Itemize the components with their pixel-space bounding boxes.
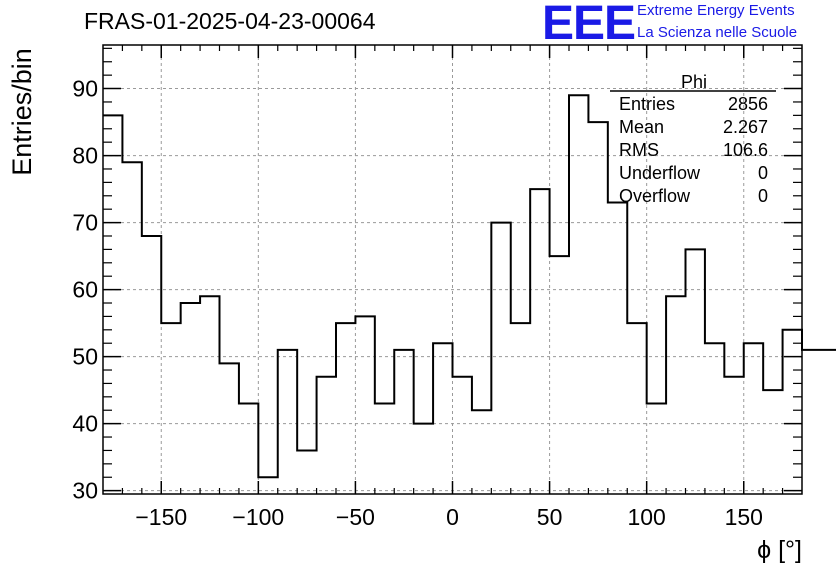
y-tick-label: 60	[72, 277, 98, 303]
histogram-bin	[200, 296, 219, 494]
histogram-bin	[550, 256, 569, 494]
histogram-bin	[511, 323, 530, 494]
y-tick-label: 40	[72, 411, 98, 437]
stats-value-mean: 2.267	[723, 117, 768, 137]
histogram-bin	[414, 424, 433, 494]
stats-title: Phi	[681, 72, 707, 92]
x-tick-label: −50	[336, 504, 375, 530]
x-tick-labels: −150 −100 −50 0 50 100 150	[135, 504, 763, 530]
histogram-bin	[297, 450, 316, 494]
stats-label-entries: Entries	[619, 94, 675, 114]
x-tick-label: 50	[537, 504, 563, 530]
histogram-bin	[783, 330, 802, 494]
histogram-bin	[278, 350, 297, 494]
histogram-bin	[705, 343, 724, 494]
x-tick-label: 150	[725, 504, 763, 530]
logo-line-1: Extreme Energy Events	[637, 2, 795, 19]
stats-box: Phi Entries 2856 Mean 2.267 RMS 106.6 Un…	[610, 72, 776, 206]
x-tick-label: 0	[446, 504, 459, 530]
histogram-bin	[647, 404, 666, 494]
stats-value-rms: 106.6	[723, 140, 768, 160]
stats-value-underflow: 0	[758, 163, 768, 183]
stats-value-overflow: 0	[758, 186, 768, 206]
histogram-bin	[122, 162, 141, 494]
run-title: FRAS-01-2025-04-23-00064	[84, 8, 376, 34]
histogram-bin	[724, 377, 743, 494]
histogram-bin	[239, 404, 258, 494]
histogram-bin	[220, 363, 239, 494]
histogram-bin	[161, 323, 180, 494]
y-tick-label: 30	[72, 478, 98, 504]
eee-logo: EEE	[542, 0, 636, 50]
histogram-bin	[821, 350, 836, 494]
histogram-bin	[802, 350, 821, 494]
histogram-bin	[394, 350, 413, 494]
logo-line-2: La Scienza nelle Scuole	[637, 24, 798, 41]
x-tick-label: −150	[135, 504, 187, 530]
histogram-bin	[627, 323, 646, 494]
x-tick-label: −100	[232, 504, 284, 530]
y-axis-label: Entries/bin	[7, 48, 37, 176]
histogram-bin	[666, 296, 685, 494]
histogram-bin	[317, 377, 336, 494]
y-tick-label: 80	[72, 143, 98, 169]
x-tick-label: 100	[627, 504, 665, 530]
stats-label-underflow: Underflow	[619, 163, 701, 183]
histogram-bin	[588, 122, 607, 494]
histogram-bin	[491, 223, 510, 494]
histogram-bin	[375, 404, 394, 494]
histogram-bin	[142, 236, 161, 494]
y-tick-label: 90	[72, 76, 98, 102]
y-tick-label: 50	[72, 344, 98, 370]
histogram-bin	[686, 249, 705, 494]
histogram-bin	[181, 303, 200, 494]
histogram-bin	[744, 343, 763, 494]
histogram-bin	[336, 323, 355, 494]
y-tick-label: 70	[72, 210, 98, 236]
histogram-bin	[103, 115, 122, 494]
axis-ticks	[103, 45, 802, 494]
stats-label-overflow: Overflow	[619, 186, 691, 206]
histogram-bin	[355, 316, 374, 494]
histogram-bin	[433, 343, 452, 494]
histogram-bin	[258, 477, 277, 494]
histogram-bin	[453, 377, 472, 494]
histogram-bin	[472, 410, 491, 494]
y-tick-labels: 30 40 50 60 70 80 90	[72, 76, 98, 504]
histogram-bin	[569, 95, 588, 494]
stats-label-rms: RMS	[619, 140, 659, 160]
histogram-line	[103, 94, 836, 479]
x-axis-label: ϕ [°]	[757, 536, 802, 564]
histogram-bin	[608, 202, 627, 494]
histogram-bin	[530, 189, 549, 494]
stats-label-mean: Mean	[619, 117, 664, 137]
stats-value-entries: 2856	[728, 94, 768, 114]
histogram-bin	[763, 390, 782, 494]
